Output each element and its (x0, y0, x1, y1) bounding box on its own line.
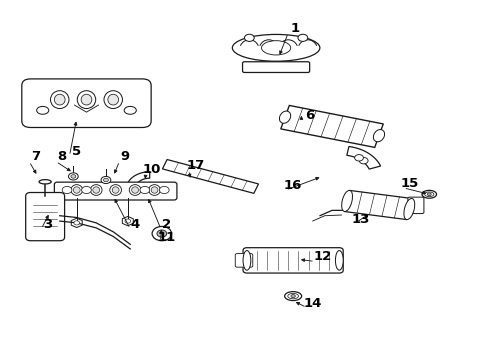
Polygon shape (126, 172, 149, 195)
Text: 16: 16 (284, 179, 302, 192)
Text: 9: 9 (121, 150, 130, 163)
Ellipse shape (37, 107, 49, 114)
FancyBboxPatch shape (407, 197, 423, 213)
Polygon shape (71, 218, 82, 228)
Text: 7: 7 (31, 150, 40, 163)
Polygon shape (162, 159, 258, 193)
Ellipse shape (129, 185, 141, 195)
Ellipse shape (427, 193, 430, 196)
Ellipse shape (93, 187, 100, 193)
FancyBboxPatch shape (235, 253, 252, 267)
Circle shape (359, 157, 367, 164)
Ellipse shape (50, 91, 69, 109)
Ellipse shape (131, 187, 138, 193)
FancyBboxPatch shape (242, 62, 309, 72)
Polygon shape (122, 216, 133, 226)
Text: 14: 14 (303, 297, 321, 310)
Ellipse shape (81, 94, 92, 105)
Ellipse shape (104, 91, 122, 109)
Text: 1: 1 (290, 22, 300, 35)
Ellipse shape (73, 187, 80, 193)
Circle shape (152, 226, 171, 241)
Ellipse shape (71, 185, 82, 195)
Ellipse shape (335, 251, 343, 270)
Ellipse shape (232, 35, 319, 61)
Polygon shape (344, 190, 411, 220)
Ellipse shape (279, 111, 290, 123)
Text: 13: 13 (351, 213, 369, 226)
Circle shape (244, 34, 254, 41)
Circle shape (101, 176, 111, 184)
Ellipse shape (112, 187, 119, 193)
Text: 17: 17 (186, 159, 204, 172)
Polygon shape (346, 147, 380, 169)
Text: 6: 6 (305, 109, 314, 122)
Circle shape (68, 173, 78, 180)
Text: 12: 12 (312, 250, 331, 263)
Circle shape (103, 178, 108, 182)
Text: 4: 4 (130, 218, 140, 231)
Circle shape (159, 186, 169, 194)
Ellipse shape (110, 185, 121, 195)
Circle shape (354, 154, 363, 161)
Ellipse shape (284, 292, 301, 301)
Ellipse shape (403, 198, 414, 220)
FancyBboxPatch shape (26, 193, 64, 241)
FancyBboxPatch shape (243, 248, 343, 273)
FancyBboxPatch shape (22, 79, 151, 127)
Text: 2: 2 (162, 218, 171, 231)
Text: 5: 5 (72, 145, 81, 158)
Circle shape (62, 186, 72, 194)
Ellipse shape (341, 190, 352, 212)
Ellipse shape (243, 251, 250, 270)
Text: 15: 15 (400, 177, 418, 190)
Ellipse shape (287, 293, 298, 299)
Ellipse shape (261, 41, 290, 55)
Ellipse shape (151, 187, 158, 193)
Text: 11: 11 (157, 231, 176, 244)
Circle shape (81, 186, 91, 194)
Ellipse shape (421, 190, 436, 198)
Ellipse shape (108, 94, 118, 105)
FancyBboxPatch shape (54, 182, 177, 200)
Ellipse shape (124, 107, 136, 114)
Ellipse shape (77, 91, 96, 109)
Text: 3: 3 (43, 218, 52, 231)
Circle shape (125, 219, 130, 223)
Circle shape (74, 221, 80, 225)
Circle shape (157, 230, 166, 237)
Text: 8: 8 (58, 150, 67, 163)
Ellipse shape (290, 294, 295, 298)
Ellipse shape (424, 192, 433, 197)
Polygon shape (280, 105, 383, 147)
Ellipse shape (148, 185, 160, 195)
Text: 10: 10 (142, 163, 161, 176)
Ellipse shape (90, 185, 102, 195)
Ellipse shape (39, 180, 51, 184)
Circle shape (297, 34, 307, 41)
Ellipse shape (54, 94, 65, 105)
Circle shape (71, 175, 76, 178)
Circle shape (140, 186, 149, 194)
Ellipse shape (373, 130, 384, 142)
